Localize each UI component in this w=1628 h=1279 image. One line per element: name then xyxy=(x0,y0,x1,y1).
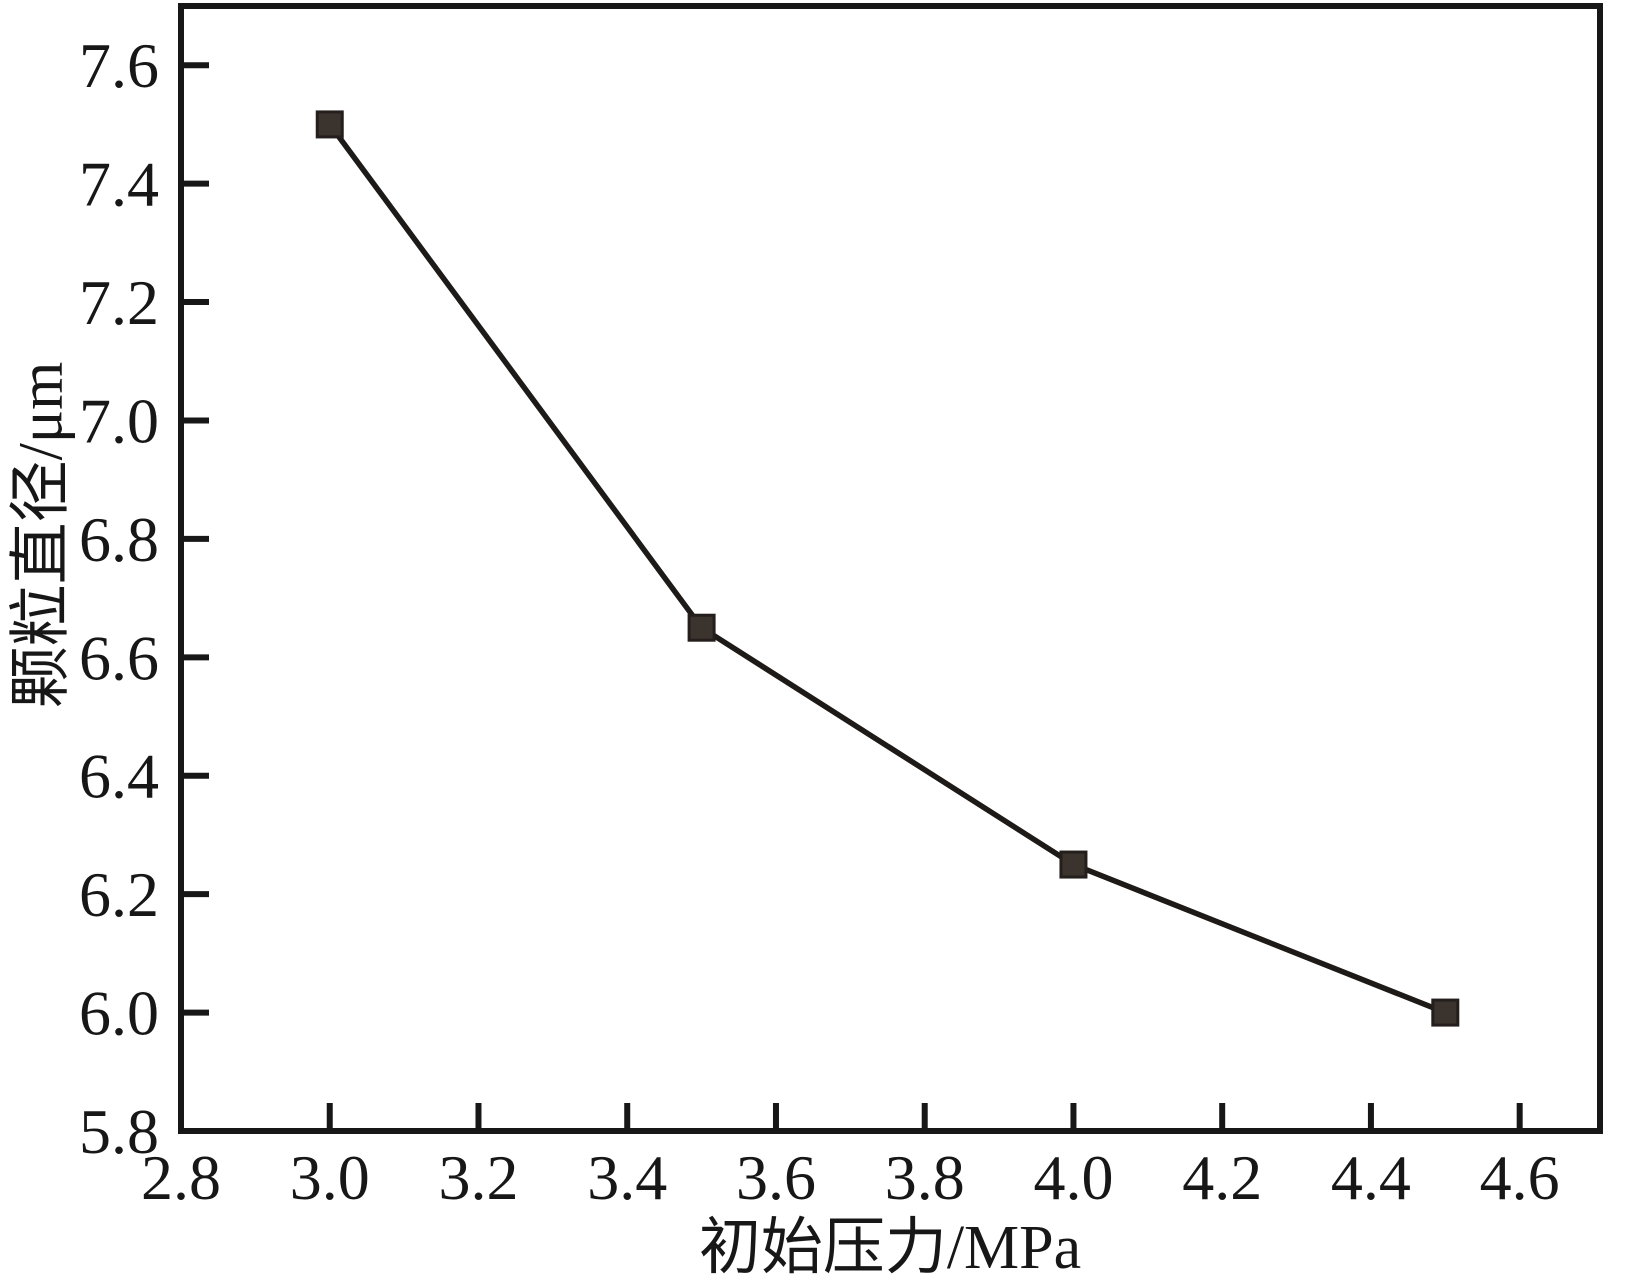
x-tick-label: 4.6 xyxy=(1480,1142,1560,1213)
data-point-marker xyxy=(687,613,716,642)
x-tick-label: 3.0 xyxy=(290,1142,370,1213)
y-tick-label: 6.8 xyxy=(79,504,159,575)
x-axis-title: 初始压力/MPa xyxy=(699,1214,1081,1279)
y-tick-label: 6.2 xyxy=(79,859,159,930)
data-point-marker xyxy=(1059,850,1088,879)
data-line xyxy=(327,122,1447,1016)
y-tick-label: 7.0 xyxy=(79,385,159,456)
x-tick-label: 3.2 xyxy=(438,1142,518,1213)
x-tick-label: 4.4 xyxy=(1331,1142,1411,1213)
x-tick-label: 3.4 xyxy=(587,1142,667,1213)
y-tick-label: 6.0 xyxy=(79,978,159,1049)
x-tick-label: 4.0 xyxy=(1033,1142,1113,1213)
y-tick-label: 7.2 xyxy=(79,267,159,338)
y-tick-label: 7.4 xyxy=(79,149,159,220)
data-point-marker xyxy=(315,110,344,139)
x-tick-label: 3.8 xyxy=(885,1142,965,1213)
x-tick-label: 2.8 xyxy=(141,1142,221,1213)
x-tick-label: 3.6 xyxy=(736,1142,816,1213)
plot-area: 2.8 3.0 3.2 3.4 3.6 3.8 4.0 4.2 4.4 4.6 5.8 6.0 6.2 6… xyxy=(79,3,1603,1213)
plot-frame xyxy=(178,3,1603,1134)
y-axis-title: 颗粒直径/μm xyxy=(8,362,76,709)
x-tick-label: 4.2 xyxy=(1182,1142,1262,1213)
data-point-marker xyxy=(1431,998,1460,1027)
y-tick-label: 5.8 xyxy=(79,1096,159,1167)
y-tick-label: 7.6 xyxy=(79,30,159,101)
y-tick-label: 6.4 xyxy=(79,741,159,812)
y-tick-label: 6.6 xyxy=(79,622,159,693)
